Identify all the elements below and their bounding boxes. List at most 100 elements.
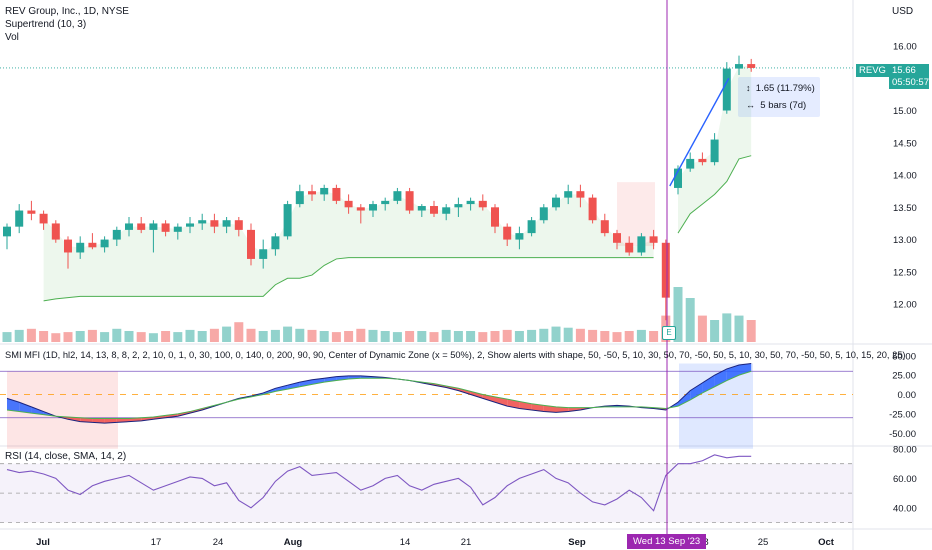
candle-body xyxy=(600,220,609,234)
smi-ribbon-segment xyxy=(739,363,752,376)
volume-bar xyxy=(75,331,85,342)
volume-bar xyxy=(344,331,354,342)
volume-bar xyxy=(14,329,24,342)
volume-bar xyxy=(392,332,402,342)
candle-body xyxy=(478,200,487,208)
candle-body xyxy=(503,226,512,240)
smi-ribbon-segment xyxy=(31,406,44,415)
rsi-tick-label: 40.00 xyxy=(893,503,917,514)
smi-ribbon-segment xyxy=(275,385,288,392)
volume-legend[interactable]: Vol xyxy=(5,32,19,43)
volume-bar xyxy=(319,331,329,342)
candle-body xyxy=(320,187,329,195)
candle-body xyxy=(417,206,426,211)
x-tick-label: 14 xyxy=(400,537,411,548)
candle-body xyxy=(430,206,438,214)
candle-body xyxy=(515,233,524,240)
supertrend-line xyxy=(677,155,752,234)
bars-range-icon: ↔ xyxy=(746,100,755,110)
candle-body xyxy=(295,191,304,205)
volume-bar xyxy=(356,328,366,342)
volume-bar xyxy=(307,329,317,342)
price-tick-label: 12.00 xyxy=(893,300,917,311)
candle-body xyxy=(344,200,353,208)
volume-bar xyxy=(63,332,73,342)
volume-bar xyxy=(478,332,488,342)
smi-ribbon-segment xyxy=(80,417,93,423)
price-tick-label: 13.00 xyxy=(893,235,917,246)
measure-arrow xyxy=(669,77,730,187)
volume-bar xyxy=(112,328,122,342)
candle-body xyxy=(39,213,48,224)
volume-bar xyxy=(197,331,207,342)
earnings-marker[interactable]: E xyxy=(662,326,676,340)
candle-body xyxy=(454,204,463,208)
volume-bar xyxy=(624,331,634,342)
volume-bar xyxy=(710,320,720,342)
volume-bar xyxy=(722,313,732,342)
volume-bar xyxy=(673,287,683,342)
candle-body xyxy=(539,207,548,221)
volume-bar xyxy=(417,331,427,342)
smi-ribbon-segment xyxy=(68,416,81,422)
smi-line xyxy=(6,363,752,424)
volume-bar xyxy=(527,329,537,342)
price-tick-label: 16.00 xyxy=(893,42,917,53)
price-tick-label: 12.50 xyxy=(893,267,917,278)
volume-bar xyxy=(453,331,463,342)
smi-legend[interactable]: SMI MFI (1D, hl2, 14, 13, 8, 8, 2, 2, 10… xyxy=(5,350,906,360)
smi-tick-label: -25.00 xyxy=(889,409,916,420)
candle-body xyxy=(64,239,72,253)
volume-bar xyxy=(2,332,12,342)
x-tick-label: 24 xyxy=(213,537,224,548)
x-tick-label: Aug xyxy=(284,537,303,548)
supertrend-legend[interactable]: Supertrend (10, 3) xyxy=(5,19,87,30)
legend: REV Group, Inc., 1D, NYSE Supertrend (10… xyxy=(5,5,129,44)
volume-bar xyxy=(429,332,439,342)
candle-body xyxy=(722,68,731,111)
candle-body xyxy=(3,226,11,237)
smi-tick-label: 50.00 xyxy=(892,351,916,362)
smi-ribbon-segment xyxy=(543,405,556,413)
price-tick-label: 15.00 xyxy=(893,106,917,117)
candle-body xyxy=(552,197,560,208)
candle-body xyxy=(125,223,133,230)
volume-bar xyxy=(575,328,585,342)
volume-bar xyxy=(136,332,146,342)
supertrend-fill xyxy=(678,66,752,234)
volume-bar xyxy=(148,333,158,342)
price-tick-label: 13.50 xyxy=(893,203,917,214)
candle-body xyxy=(674,168,682,188)
chart-title[interactable]: REV Group, Inc., 1D, NYSE xyxy=(5,6,129,17)
supertrend-flip-zone xyxy=(617,182,655,247)
smi-ribbon-segment xyxy=(531,403,544,412)
volume-bar xyxy=(234,322,244,342)
volume-bar xyxy=(441,329,451,342)
volume-bar xyxy=(697,315,707,342)
candle-body xyxy=(710,139,719,163)
rsi-legend[interactable]: RSI (14, close, SMA, 14, 2) xyxy=(5,451,127,462)
candle-body xyxy=(259,249,268,259)
rsi-tick-label: 80.00 xyxy=(893,445,917,456)
candle-body xyxy=(186,223,194,227)
x-tick-label: 25 xyxy=(758,537,769,548)
volume-bar xyxy=(466,331,476,342)
rsi-tick-label: 60.00 xyxy=(893,474,917,485)
measure-bars: 5 bars (7d) xyxy=(760,100,807,111)
volume-bar xyxy=(551,326,561,342)
volume-bar xyxy=(161,331,171,342)
smi-ribbon-segment xyxy=(287,382,300,390)
candle-body xyxy=(76,242,85,253)
candle-body xyxy=(234,220,243,230)
price-range-icon: ↕ xyxy=(746,83,751,93)
candle-body xyxy=(369,204,377,211)
candle-body xyxy=(88,242,97,248)
measure-tooltip[interactable]: ↕ 1.65 (11.79%) ↔ 5 bars (7d) xyxy=(738,77,820,117)
candle-body xyxy=(356,207,365,211)
x-tick-label: Oct xyxy=(818,537,835,548)
smi-signal-line xyxy=(6,370,752,420)
candle-body xyxy=(149,223,158,230)
volume-bar xyxy=(734,315,744,342)
countdown-tag: 05:50:57 xyxy=(889,76,929,89)
